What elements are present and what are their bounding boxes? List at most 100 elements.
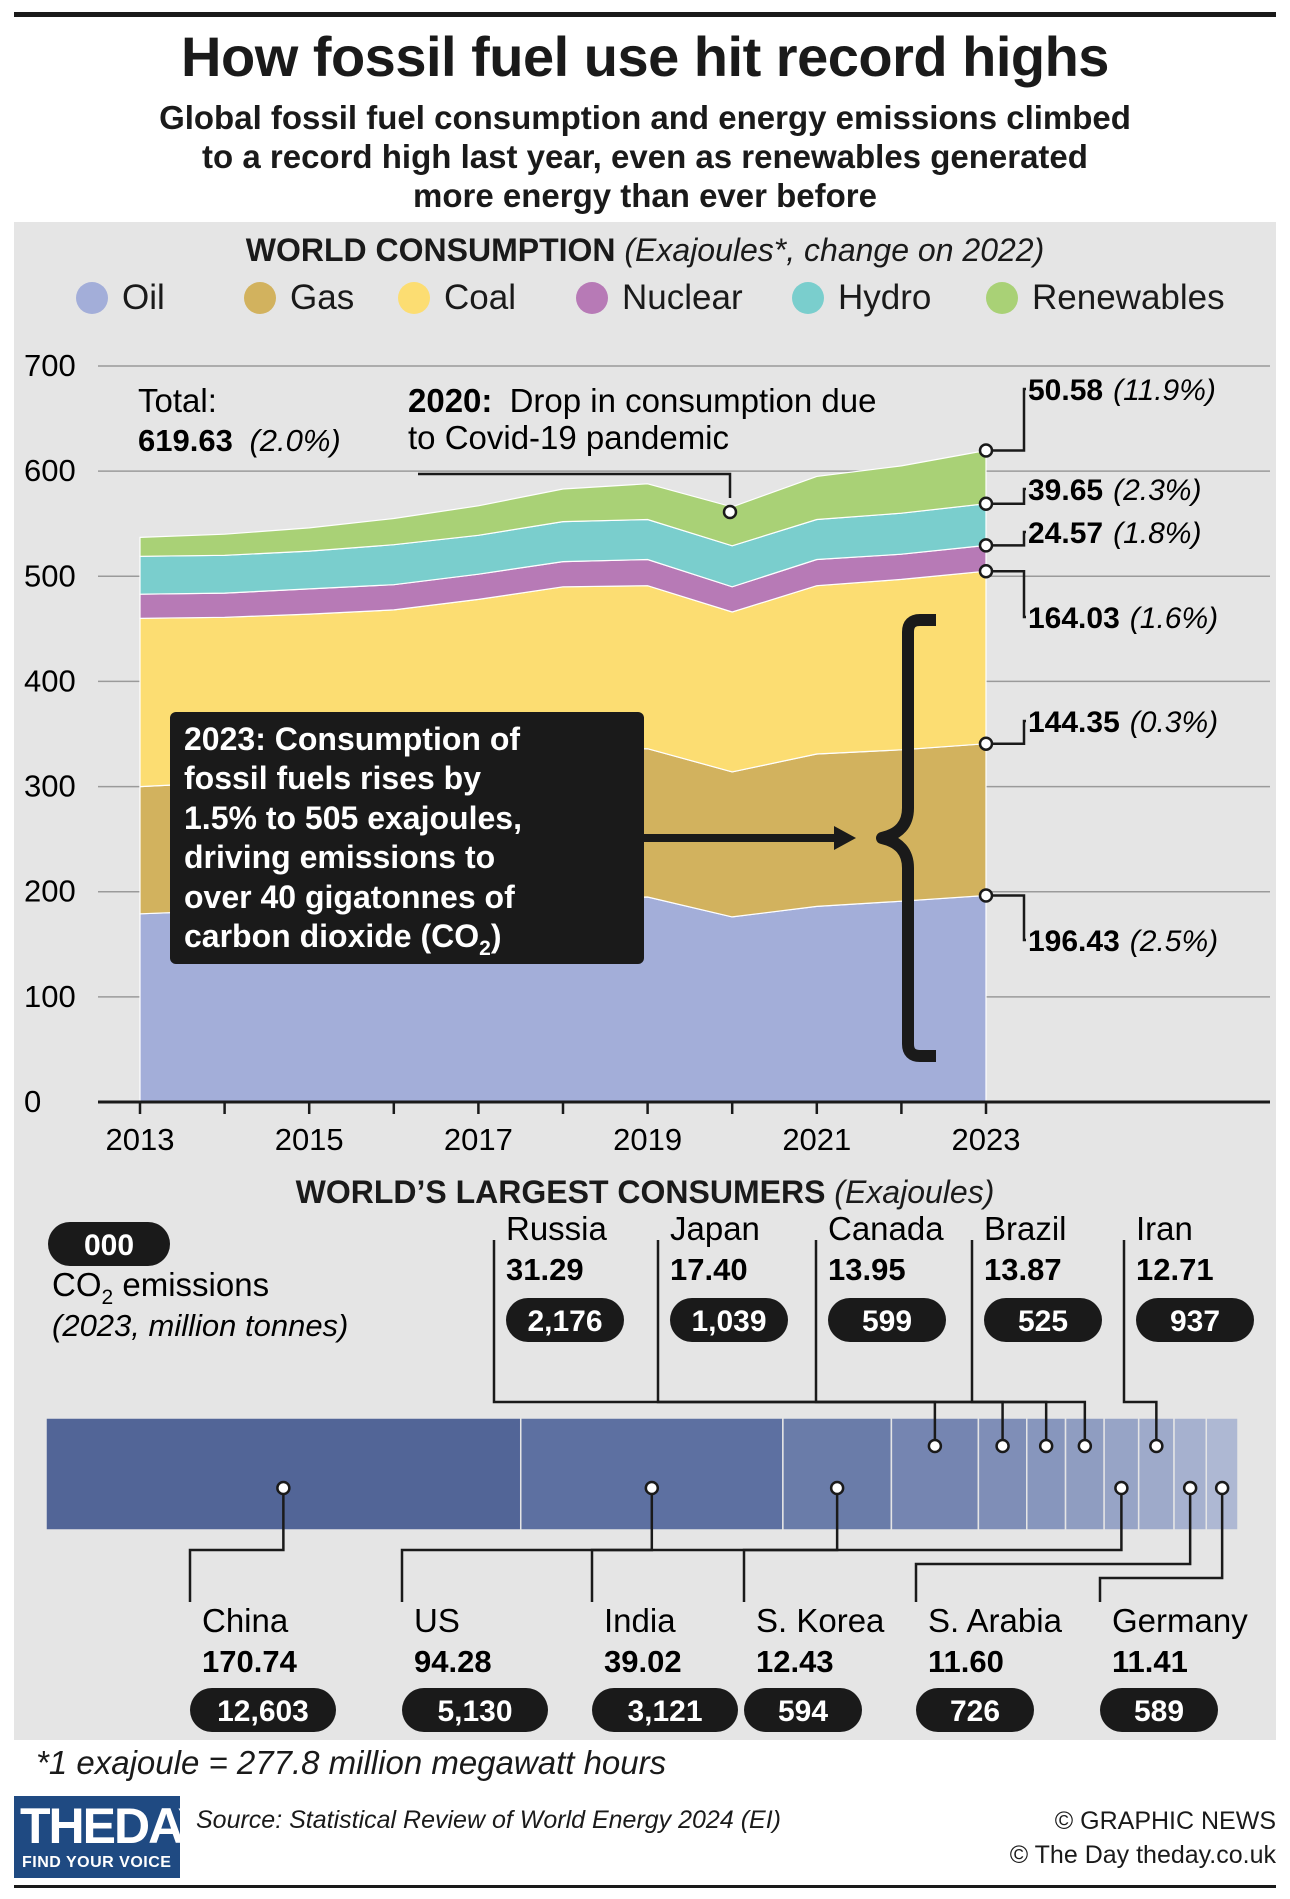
legend-swatch xyxy=(398,282,430,314)
legend-swatch xyxy=(792,282,824,314)
total-label: Total: xyxy=(138,382,217,419)
country-name-india: India xyxy=(604,1602,676,1639)
callout-line: 2023: Consumption of xyxy=(184,721,520,757)
bottom-rule xyxy=(14,1885,1276,1888)
covid-leader-line xyxy=(418,472,732,498)
callout-line: 1.5% to 505 exajoules, xyxy=(184,800,522,836)
end-value: 196.43 xyxy=(1028,925,1120,958)
y-tick-label: 700 xyxy=(24,348,76,383)
leader-china xyxy=(188,1494,285,1602)
y-tick-label: 400 xyxy=(24,663,76,698)
y-tick-label: 200 xyxy=(24,874,76,909)
marker-canada xyxy=(1038,1438,1054,1454)
leader-india xyxy=(590,1494,839,1602)
end-value: 50.58 xyxy=(1028,374,1103,407)
callout-line: driving emissions to xyxy=(184,839,495,875)
end-label-hydro: 39.65 (2.3%) xyxy=(1028,474,1201,507)
y-tick-label: 0 xyxy=(24,1084,41,1119)
marker-brazil xyxy=(1077,1438,1093,1454)
key-badge-text: 000 xyxy=(84,1229,134,1262)
x-tick-label: 2021 xyxy=(782,1122,851,1157)
legend-item-nuclear: Nuclear xyxy=(576,278,743,318)
x-tick-label: 2015 xyxy=(275,1122,344,1157)
co2-value-s-korea: 594 xyxy=(778,1695,828,1728)
co2-value-s-arabia: 726 xyxy=(950,1695,1000,1728)
co2-badge-brazil xyxy=(984,1298,1102,1342)
co2-badge-india xyxy=(592,1688,738,1732)
consumers-heading-unit: (Exajoules) xyxy=(834,1174,995,1210)
legend-item-renewables: Renewables xyxy=(986,278,1225,318)
consumption-heading: WORLD CONSUMPTION (Exajoules*, change on… xyxy=(0,232,1290,269)
legend-swatch xyxy=(576,282,608,314)
country-value-japan: 17.40 xyxy=(670,1252,748,1287)
marker-iran xyxy=(1149,1438,1164,1454)
end-value: 144.35 xyxy=(1028,706,1120,739)
end-label-coal: 164.03 (1.6%) xyxy=(1028,602,1218,635)
top-rule xyxy=(14,12,1276,17)
end-change: (1.6%) xyxy=(1130,602,1218,635)
marker-russia xyxy=(927,1438,943,1454)
end-marker-nuclear xyxy=(978,538,994,553)
end-value: 24.57 xyxy=(1028,517,1103,550)
legend-swatch xyxy=(986,282,1018,314)
legend-item-gas: Gas xyxy=(244,278,354,318)
callout-line: over 40 gigatonnes of xyxy=(184,879,515,915)
consumption-heading-text: WORLD CONSUMPTION xyxy=(245,232,616,268)
key-emissions: emissions xyxy=(113,1266,269,1303)
consumers-chart: 000 CO2 emissions (2023, million tonnes)… xyxy=(45,1210,1254,1732)
end-marker-hydro xyxy=(978,496,994,511)
end-change: (11.9%) xyxy=(1113,374,1216,407)
end-marker-renewables xyxy=(978,443,994,458)
leader-brazil xyxy=(970,1240,1087,1440)
end-leader-coal xyxy=(992,569,1026,619)
legend-label: Gas xyxy=(290,278,355,317)
end-change: (2.3%) xyxy=(1113,474,1201,507)
logo-tagline: FIND YOUR VOICE xyxy=(22,1854,172,1871)
country-name-canada: Canada xyxy=(828,1210,944,1247)
leader-us xyxy=(400,1494,654,1602)
country-name-s-arabia: S. Arabia xyxy=(928,1602,1063,1639)
subtitle-line: to a record high last year, even as rene… xyxy=(202,138,1088,175)
end-marker-coal xyxy=(978,563,994,579)
country-name-iran: Iran xyxy=(1136,1210,1193,1247)
legend-item-coal: Coal xyxy=(398,278,516,318)
end-label-oil: 196.43 (2.5%) xyxy=(1028,925,1218,958)
end-label-renewables: 50.58 (11.9%) xyxy=(1028,374,1216,407)
covid-note-year: 2020: xyxy=(408,382,492,419)
credit-graphic-news: © GRAPHIC NEWS xyxy=(1054,1807,1276,1835)
consumption-heading-unit: (Exajoules*, change on 2022) xyxy=(624,232,1045,268)
country-value-s-arabia: 11.60 xyxy=(928,1644,1004,1679)
co2-badge-s-arabia xyxy=(916,1688,1034,1732)
key-co2: CO xyxy=(52,1266,102,1303)
y-tick-label: 300 xyxy=(24,769,76,804)
callout-subscript: 2 xyxy=(479,937,491,960)
legend-swatch xyxy=(244,282,276,314)
covid-marker xyxy=(722,504,738,520)
co2-value-india: 3,121 xyxy=(627,1695,702,1728)
marker-us xyxy=(644,1480,660,1496)
legend-item-oil: Oil xyxy=(76,278,165,318)
end-marker-gas xyxy=(978,736,994,751)
callout-line: fossil fuels rises by xyxy=(184,760,481,796)
covid-note-line1: 2020: Drop in consumption due xyxy=(408,382,876,419)
x-tick-label: 2019 xyxy=(613,1122,682,1157)
credit: © GRAPHIC NEWS © The Day theday.co.uk xyxy=(1010,1804,1276,1872)
country-value-canada: 13.95 xyxy=(828,1252,906,1287)
legend-label: Oil xyxy=(122,278,165,317)
country-name-brazil: Brazil xyxy=(984,1210,1067,1247)
legend-item-hydro: Hydro xyxy=(792,278,931,318)
legend-label: Nuclear xyxy=(622,278,743,317)
marker-india xyxy=(829,1480,845,1496)
consumers-heading-text: WORLD’S LARGEST CONSUMERS xyxy=(295,1174,826,1210)
co2-value-japan: 1,039 xyxy=(691,1305,766,1338)
footnote: *1 exajoule = 277.8 million megawatt hou… xyxy=(36,1744,667,1781)
total-value-line: 619.63 (2.0%) xyxy=(138,423,341,458)
co2-value-russia: 2,176 xyxy=(527,1305,602,1338)
callout-line: carbon dioxide (CO xyxy=(184,918,479,954)
co2-badge-us xyxy=(402,1688,548,1732)
credit-the-day: © The Day theday.co.uk xyxy=(1009,1841,1276,1869)
fossil-bracket xyxy=(876,614,936,1062)
leader-germany xyxy=(1098,1494,1224,1602)
key-badge xyxy=(48,1222,170,1266)
end-value: 164.03 xyxy=(1028,602,1120,635)
